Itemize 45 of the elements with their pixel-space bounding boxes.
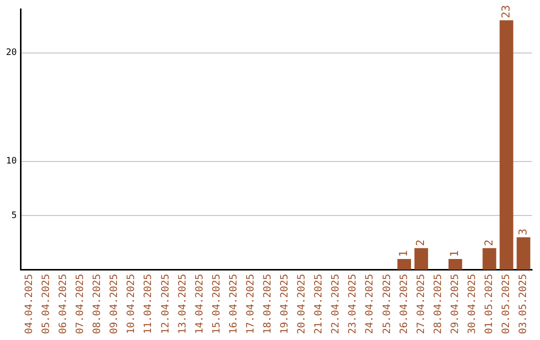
bar: [414, 248, 428, 270]
x-tick-label: 24.04.2025: [364, 274, 376, 334]
x-tick-label: 10.04.2025: [126, 274, 138, 334]
x-tick-label: 26.04.2025: [398, 274, 410, 334]
data-label: 2: [482, 239, 496, 246]
x-tick-label: 27.04.2025: [416, 274, 427, 334]
x-tick-label: 12.04.2025: [160, 274, 172, 334]
bar: [500, 20, 514, 270]
x-tick-label: 04.04.2025: [24, 274, 35, 334]
x-tick-label: 28.04.2025: [432, 274, 444, 334]
x-tick-label: 05.04.2025: [40, 274, 52, 334]
x-tick-label: 02.05.2025: [501, 274, 512, 334]
bar: [482, 248, 496, 270]
x-tick-label: 16.04.2025: [228, 274, 240, 334]
x-tick-label: 09.04.2025: [109, 274, 120, 334]
x-tick-label: 30.04.2025: [466, 274, 478, 334]
x-tick-label: 13.04.2025: [177, 274, 188, 334]
x-tick-label: 01.05.2025: [484, 274, 495, 334]
data-label: 1: [397, 250, 410, 257]
x-tick-label: 22.04.2025: [330, 274, 342, 334]
x-tick-label: 11.04.2025: [143, 274, 154, 334]
data-label: 23: [499, 5, 512, 18]
x-tick-label: 06.04.2025: [58, 274, 70, 334]
y-tick-label: 20: [6, 48, 17, 58]
x-tick-label: 07.04.2025: [75, 274, 86, 334]
bar: [397, 258, 412, 270]
data-label: 3: [516, 228, 530, 236]
x-tick-label: 25.04.2025: [382, 274, 393, 334]
x-tick-label: 29.04.2025: [450, 274, 461, 334]
x-tick-label: 08.04.2025: [92, 274, 104, 334]
x-tick-label: 17.04.2025: [245, 274, 256, 334]
x-tick-label: 15.04.2025: [211, 274, 222, 334]
x-tick-label: 23.04.2025: [348, 274, 359, 334]
x-tick-label: 21.04.2025: [314, 274, 325, 334]
x-tick-label: 03.05.2025: [518, 274, 530, 334]
x-tick-label: 19.04.2025: [280, 274, 291, 334]
data-label: 2: [414, 239, 428, 246]
x-tick-label: 18.04.2025: [262, 274, 274, 334]
bar: [516, 237, 530, 270]
y-tick-label: 5: [11, 210, 17, 221]
x-tick-label: 14.04.2025: [194, 274, 206, 334]
x-tick-label: 20.04.2025: [296, 274, 308, 334]
data-label: 1: [448, 250, 462, 257]
bar: [448, 258, 462, 270]
y-tick-label: 10: [6, 156, 17, 167]
